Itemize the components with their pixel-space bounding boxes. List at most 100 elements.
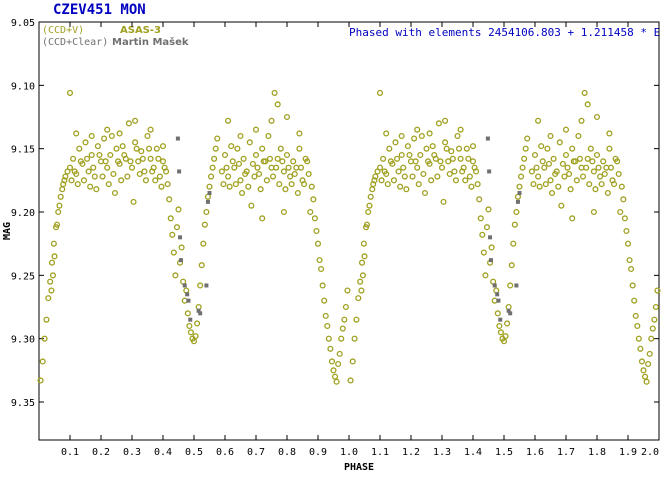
data-point-asas3: [206, 183, 213, 190]
data-point-asas3: [260, 158, 267, 165]
data-point-asas3: [208, 173, 215, 180]
data-point-masek: [488, 258, 493, 263]
data-point-asas3: [259, 215, 266, 222]
data-point-asas3: [502, 333, 509, 340]
x-tick-label: 1.5: [495, 447, 513, 458]
data-point-asas3: [483, 224, 491, 231]
data-point-asas3: [593, 151, 601, 159]
data-point-asas3: [322, 312, 329, 319]
data-point-asas3: [358, 259, 366, 266]
data-point-asas3: [620, 196, 627, 203]
data-point-asas3: [94, 143, 101, 150]
data-point-asas3: [567, 186, 574, 193]
data-point-asas3: [593, 113, 601, 121]
data-point-asas3: [155, 155, 162, 162]
data-point-asas3: [338, 335, 345, 342]
data-point-asas3: [376, 164, 384, 171]
data-point-asas3: [442, 139, 449, 146]
data-point-asas3: [212, 145, 219, 152]
data-point-asas3: [510, 240, 517, 247]
data-point-asas3: [45, 295, 52, 302]
data-point-asas3: [175, 206, 182, 213]
x-tick-label: 1.2: [402, 447, 420, 458]
data-point-asas3: [88, 132, 95, 140]
data-point-asas3: [561, 173, 568, 180]
x-tick-label: 1.8: [588, 447, 606, 458]
data-point-asas3: [392, 139, 399, 146]
data-point-asas3: [590, 208, 597, 216]
data-point-asas3: [308, 183, 315, 190]
data-point-asas3: [311, 215, 318, 222]
data-point-asas3: [152, 177, 159, 184]
data-point-masek: [508, 311, 513, 316]
data-point-asas3: [111, 189, 118, 197]
data-point-asas3: [305, 170, 312, 178]
data-point-asas3: [544, 145, 551, 152]
data-point-asas3: [552, 170, 559, 178]
data-point-asas3: [569, 145, 576, 152]
data-point-asas3: [39, 358, 46, 365]
data-point-asas3: [353, 316, 360, 323]
data-point-asas3: [220, 181, 227, 188]
data-point-asas3: [282, 186, 289, 193]
data-point-asas3: [355, 295, 362, 302]
data-point-asas3: [108, 132, 115, 140]
data-point-asas3: [442, 117, 449, 124]
data-point-asas3: [181, 297, 188, 304]
data-point-asas3: [285, 164, 292, 171]
x-tick-label: 1.0: [340, 447, 358, 458]
data-point-asas3: [635, 335, 642, 342]
data-point-asas3: [290, 158, 297, 165]
data-point-asas3: [235, 160, 243, 167]
data-point-asas3: [265, 132, 272, 140]
data-point-asas3: [324, 322, 331, 330]
x-tick-label: 0.1: [61, 447, 79, 458]
data-point-asas3: [307, 208, 314, 216]
data-point-asas3: [387, 158, 394, 165]
data-point-asas3: [545, 160, 552, 167]
data-point-asas3: [280, 208, 287, 216]
data-point-asas3: [381, 168, 388, 175]
data-point-asas3: [463, 145, 470, 152]
data-point-asas3: [349, 358, 356, 365]
data-point-asas3: [641, 373, 649, 380]
data-point-asas3: [225, 117, 232, 124]
data-point-asas3: [203, 208, 210, 216]
data-point-asas3: [542, 181, 549, 188]
data-point-asas3: [421, 189, 429, 197]
data-point-masek: [188, 317, 193, 322]
data-point-asas3: [62, 173, 69, 180]
data-point-asas3: [49, 272, 56, 279]
data-point-asas3: [383, 130, 390, 137]
data-point-asas3: [252, 126, 260, 133]
data-point-asas3: [125, 120, 132, 127]
data-point-asas3: [562, 126, 570, 133]
data-point-masek: [498, 317, 503, 322]
data-point-asas3: [136, 170, 143, 178]
data-point-asas3: [359, 272, 367, 279]
y-tick-label: 9.15: [11, 145, 35, 156]
data-point-asas3: [141, 168, 148, 175]
data-point-masek: [175, 136, 180, 141]
data-point-asas3: [80, 177, 87, 184]
data-point-asas3: [409, 173, 416, 180]
data-point-asas3: [516, 183, 523, 190]
data-point-asas3: [166, 196, 173, 203]
data-point-asas3: [68, 177, 75, 184]
data-point-asas3: [249, 160, 256, 167]
data-point-asas3: [192, 333, 199, 340]
chart-subtitle: Phased with elements 2454106.803 + 1.211…: [349, 26, 660, 39]
data-point-asas3: [621, 215, 628, 222]
data-point-asas3: [147, 155, 154, 162]
data-point-asas3: [259, 145, 266, 152]
data-point-masek: [205, 199, 210, 204]
data-point-asas3: [321, 297, 328, 304]
data-point-asas3: [237, 132, 244, 140]
data-point-masek: [495, 292, 500, 297]
data-point-asas3: [564, 164, 571, 171]
data-point-asas3: [590, 168, 597, 175]
data-point-asas3: [178, 244, 185, 251]
data-point-asas3: [386, 145, 393, 152]
data-point-asas3: [201, 221, 208, 228]
data-point-asas3: [466, 173, 473, 180]
